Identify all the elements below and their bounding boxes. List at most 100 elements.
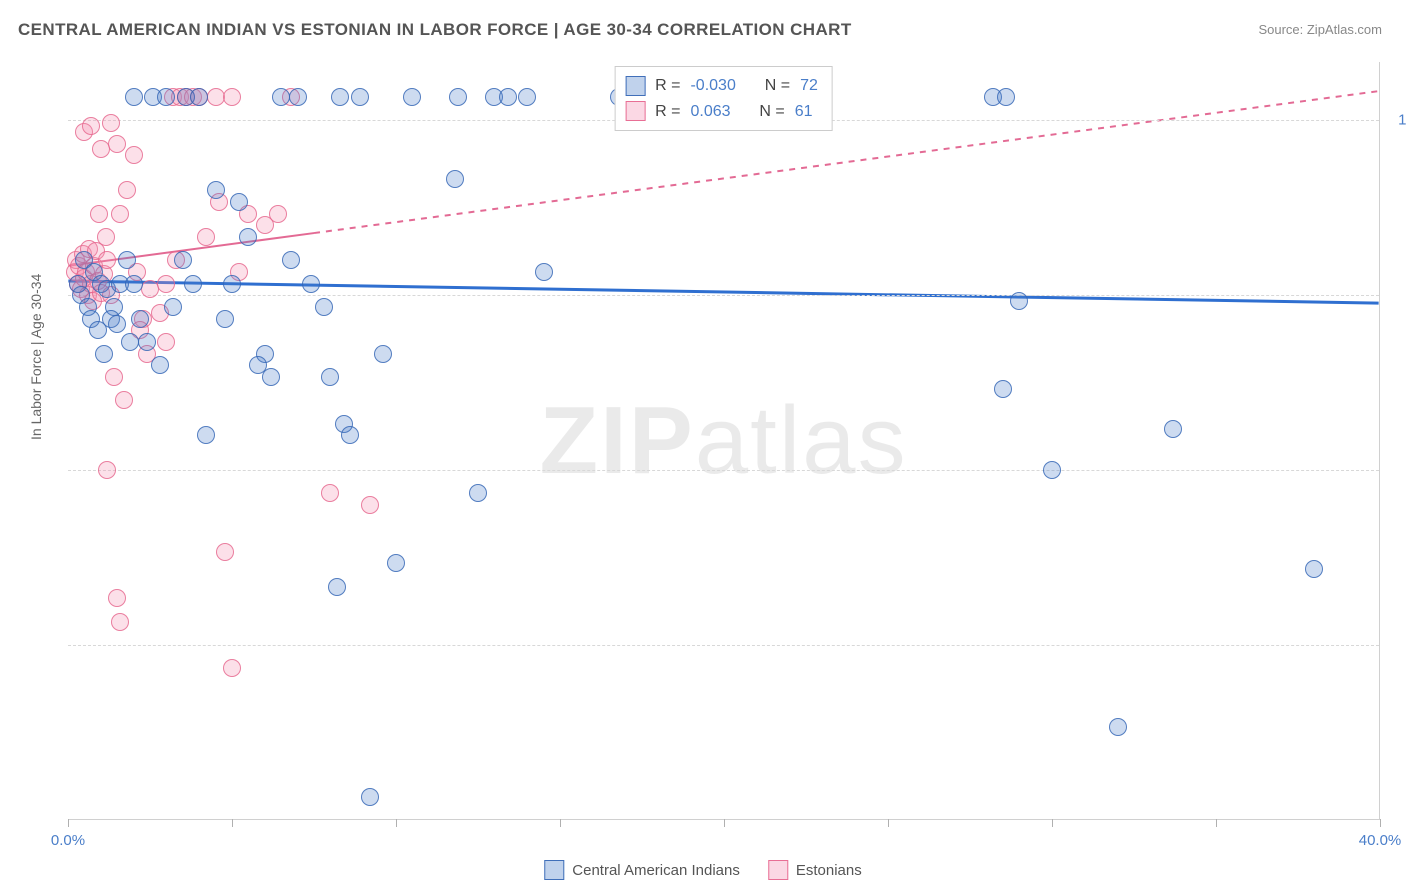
- data-point: [321, 484, 339, 502]
- r-label: R =: [655, 99, 680, 125]
- data-point: [1010, 292, 1028, 310]
- r-label: R =: [655, 73, 680, 99]
- xtick: [1052, 819, 1053, 827]
- data-point: [1305, 560, 1323, 578]
- data-point: [118, 181, 136, 199]
- xtick: [396, 819, 397, 827]
- watermark: ZIPatlas: [539, 386, 907, 496]
- legend-row-blue: R = -0.030 N = 72: [625, 73, 818, 99]
- data-point: [351, 88, 369, 106]
- data-point: [223, 659, 241, 677]
- data-point: [207, 181, 225, 199]
- data-point: [97, 228, 115, 246]
- swatch-pink-icon: [625, 101, 645, 121]
- xtick: [724, 819, 725, 827]
- legend-row-pink: R = 0.063 N = 61: [625, 99, 818, 125]
- data-point: [121, 333, 139, 351]
- data-point: [108, 315, 126, 333]
- data-point: [118, 251, 136, 269]
- data-point: [157, 333, 175, 351]
- data-point: [95, 345, 113, 363]
- n-label: N =: [765, 73, 790, 99]
- data-point: [230, 193, 248, 211]
- ytick-label: 70.0%: [1389, 462, 1406, 479]
- data-point: [190, 88, 208, 106]
- data-point: [446, 170, 464, 188]
- xtick: [1380, 819, 1381, 827]
- data-point: [223, 88, 241, 106]
- data-point: [157, 275, 175, 293]
- data-point: [449, 88, 467, 106]
- xtick-label: 40.0%: [1359, 832, 1402, 849]
- data-point: [328, 578, 346, 596]
- series-legend: Central American Indians Estonians: [544, 860, 861, 880]
- data-point: [197, 228, 215, 246]
- data-point: [994, 380, 1012, 398]
- scatter-plot-area: ZIPatlas R = -0.030 N = 72 R = 0.063 N =…: [68, 62, 1380, 820]
- xtick: [560, 819, 561, 827]
- data-point: [341, 426, 359, 444]
- data-point: [92, 140, 110, 158]
- data-point: [141, 280, 159, 298]
- xtick: [1216, 819, 1217, 827]
- data-point: [197, 426, 215, 444]
- gridline: [68, 645, 1379, 646]
- data-point: [105, 368, 123, 386]
- swatch-blue-icon: [544, 860, 564, 880]
- xtick-label: 0.0%: [51, 832, 85, 849]
- data-point: [108, 589, 126, 607]
- swatch-pink-icon: [768, 860, 788, 880]
- data-point: [1164, 420, 1182, 438]
- data-point: [90, 205, 108, 223]
- data-point: [321, 368, 339, 386]
- data-point: [289, 88, 307, 106]
- source-prefix: Source:: [1258, 22, 1306, 37]
- data-point: [102, 114, 120, 132]
- data-point: [151, 356, 169, 374]
- data-point: [469, 484, 487, 502]
- data-point: [164, 298, 182, 316]
- data-point: [997, 88, 1015, 106]
- data-point: [361, 496, 379, 514]
- data-point: [184, 275, 202, 293]
- correlation-legend: R = -0.030 N = 72 R = 0.063 N = 61: [614, 66, 833, 131]
- data-point: [272, 88, 290, 106]
- data-point: [98, 461, 116, 479]
- gridline: [68, 295, 1379, 296]
- data-point: [216, 310, 234, 328]
- data-point: [403, 88, 421, 106]
- ytick-label: 55.0%: [1389, 637, 1406, 654]
- gridline: [68, 470, 1379, 471]
- r-value-pink: 0.063: [690, 99, 730, 125]
- data-point: [282, 251, 300, 269]
- ytick-label: 85.0%: [1389, 287, 1406, 304]
- source-link[interactable]: ZipAtlas.com: [1307, 22, 1382, 37]
- data-point: [518, 88, 536, 106]
- legend-label-pink: Estonians: [796, 862, 862, 879]
- legend-label-blue: Central American Indians: [572, 862, 740, 879]
- data-point: [207, 88, 225, 106]
- data-point: [82, 117, 100, 135]
- data-point: [302, 275, 320, 293]
- data-point: [125, 275, 143, 293]
- data-point: [269, 205, 287, 223]
- data-point: [331, 88, 349, 106]
- xtick: [232, 819, 233, 827]
- source-attribution: Source: ZipAtlas.com: [1258, 22, 1382, 37]
- r-value-blue: -0.030: [690, 73, 735, 99]
- data-point: [216, 543, 234, 561]
- xtick: [888, 819, 889, 827]
- n-label: N =: [759, 99, 784, 125]
- chart-title: CENTRAL AMERICAN INDIAN VS ESTONIAN IN L…: [18, 20, 852, 40]
- data-point: [374, 345, 392, 363]
- data-point: [315, 298, 333, 316]
- data-point: [239, 228, 257, 246]
- data-point: [125, 88, 143, 106]
- watermark-atlas: atlas: [695, 387, 908, 494]
- trend-lines: [68, 62, 1379, 819]
- data-point: [174, 251, 192, 269]
- data-point: [125, 146, 143, 164]
- data-point: [157, 88, 175, 106]
- data-point: [361, 788, 379, 806]
- data-point: [249, 356, 267, 374]
